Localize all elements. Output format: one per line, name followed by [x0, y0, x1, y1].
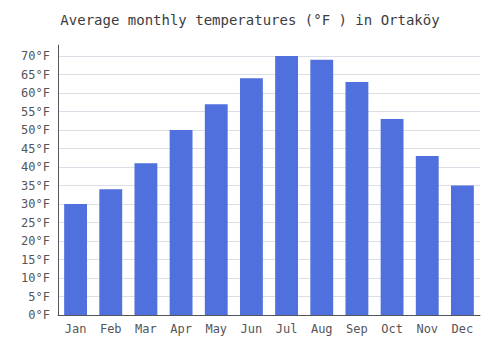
- svg-text:40°F: 40°F: [21, 160, 50, 174]
- svg-text:15°F: 15°F: [21, 253, 50, 267]
- svg-text:60°F: 60°F: [21, 86, 50, 100]
- svg-text:50°F: 50°F: [21, 123, 50, 137]
- svg-text:Mar: Mar: [135, 322, 157, 336]
- svg-text:Jun: Jun: [241, 322, 263, 336]
- svg-text:5°F: 5°F: [28, 290, 50, 304]
- svg-text:Dec: Dec: [452, 322, 474, 336]
- svg-text:0°F: 0°F: [28, 308, 50, 322]
- svg-text:Oct: Oct: [381, 322, 403, 336]
- svg-text:Apr: Apr: [170, 322, 192, 336]
- svg-text:Sep: Sep: [346, 322, 368, 336]
- svg-text:Feb: Feb: [100, 322, 122, 336]
- svg-text:Jan: Jan: [65, 322, 87, 336]
- svg-text:25°F: 25°F: [21, 216, 50, 230]
- svg-text:Jul: Jul: [276, 322, 298, 336]
- svg-text:Nov: Nov: [416, 322, 438, 336]
- svg-text:Aug: Aug: [311, 322, 333, 336]
- svg-text:Average monthly temperatures (: Average monthly temperatures (°F ) in Or…: [60, 12, 439, 28]
- svg-text:May: May: [205, 322, 227, 336]
- svg-text:20°F: 20°F: [21, 234, 50, 248]
- svg-text:55°F: 55°F: [21, 105, 50, 119]
- svg-text:35°F: 35°F: [21, 179, 50, 193]
- svg-text:70°F: 70°F: [21, 49, 50, 63]
- svg-text:30°F: 30°F: [21, 197, 50, 211]
- svg-text:10°F: 10°F: [21, 271, 50, 285]
- svg-text:65°F: 65°F: [21, 68, 50, 82]
- svg-text:45°F: 45°F: [21, 142, 50, 156]
